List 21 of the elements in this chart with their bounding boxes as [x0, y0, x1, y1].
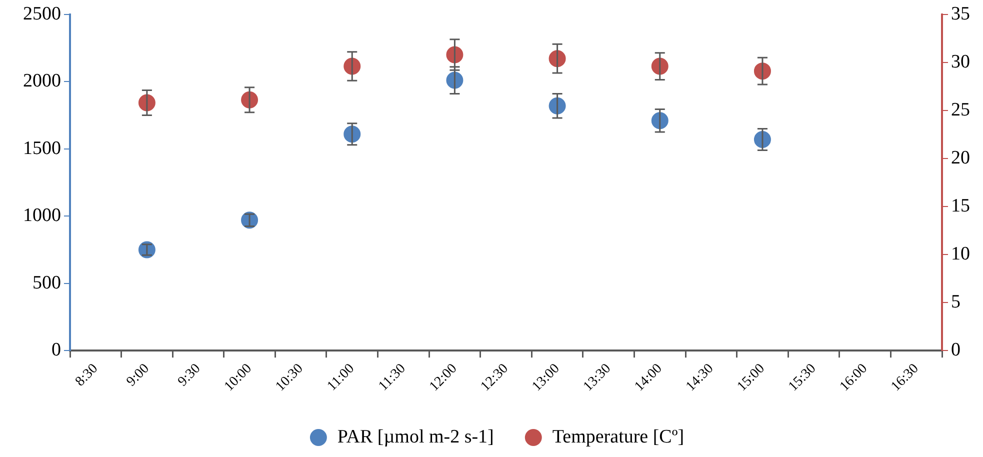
point — [241, 212, 258, 229]
y2-tick-label: 30 — [951, 51, 970, 72]
y2-tick-label: 20 — [951, 147, 970, 168]
point — [138, 241, 156, 258]
y2-tick-label: 5 — [951, 292, 960, 313]
legend-label: Temperature [Cº] — [552, 426, 684, 448]
y2-tick-label: 25 — [951, 99, 970, 120]
legend-label: PAR [µmol m-2 s-1] — [337, 426, 494, 448]
x-tick-label: 8:30 — [72, 361, 102, 390]
y-tick-label: 1000 — [23, 205, 61, 226]
y-tick-label: 1500 — [23, 138, 61, 159]
y-tick-label: 500 — [32, 272, 61, 294]
x-tick-label: 9:00 — [124, 361, 152, 390]
y-tick-label: 2000 — [23, 70, 61, 92]
y-tick-label: 0 — [52, 340, 61, 361]
y2-tick-label: 35 — [951, 3, 970, 24]
y-tick-label: 2500 — [23, 3, 61, 24]
y2-tick-label: 10 — [951, 244, 970, 265]
x-tick-label: 9:30 — [175, 361, 204, 390]
y2-tick-label: 0 — [951, 340, 960, 361]
y2-tick-label: 15 — [951, 195, 970, 216]
